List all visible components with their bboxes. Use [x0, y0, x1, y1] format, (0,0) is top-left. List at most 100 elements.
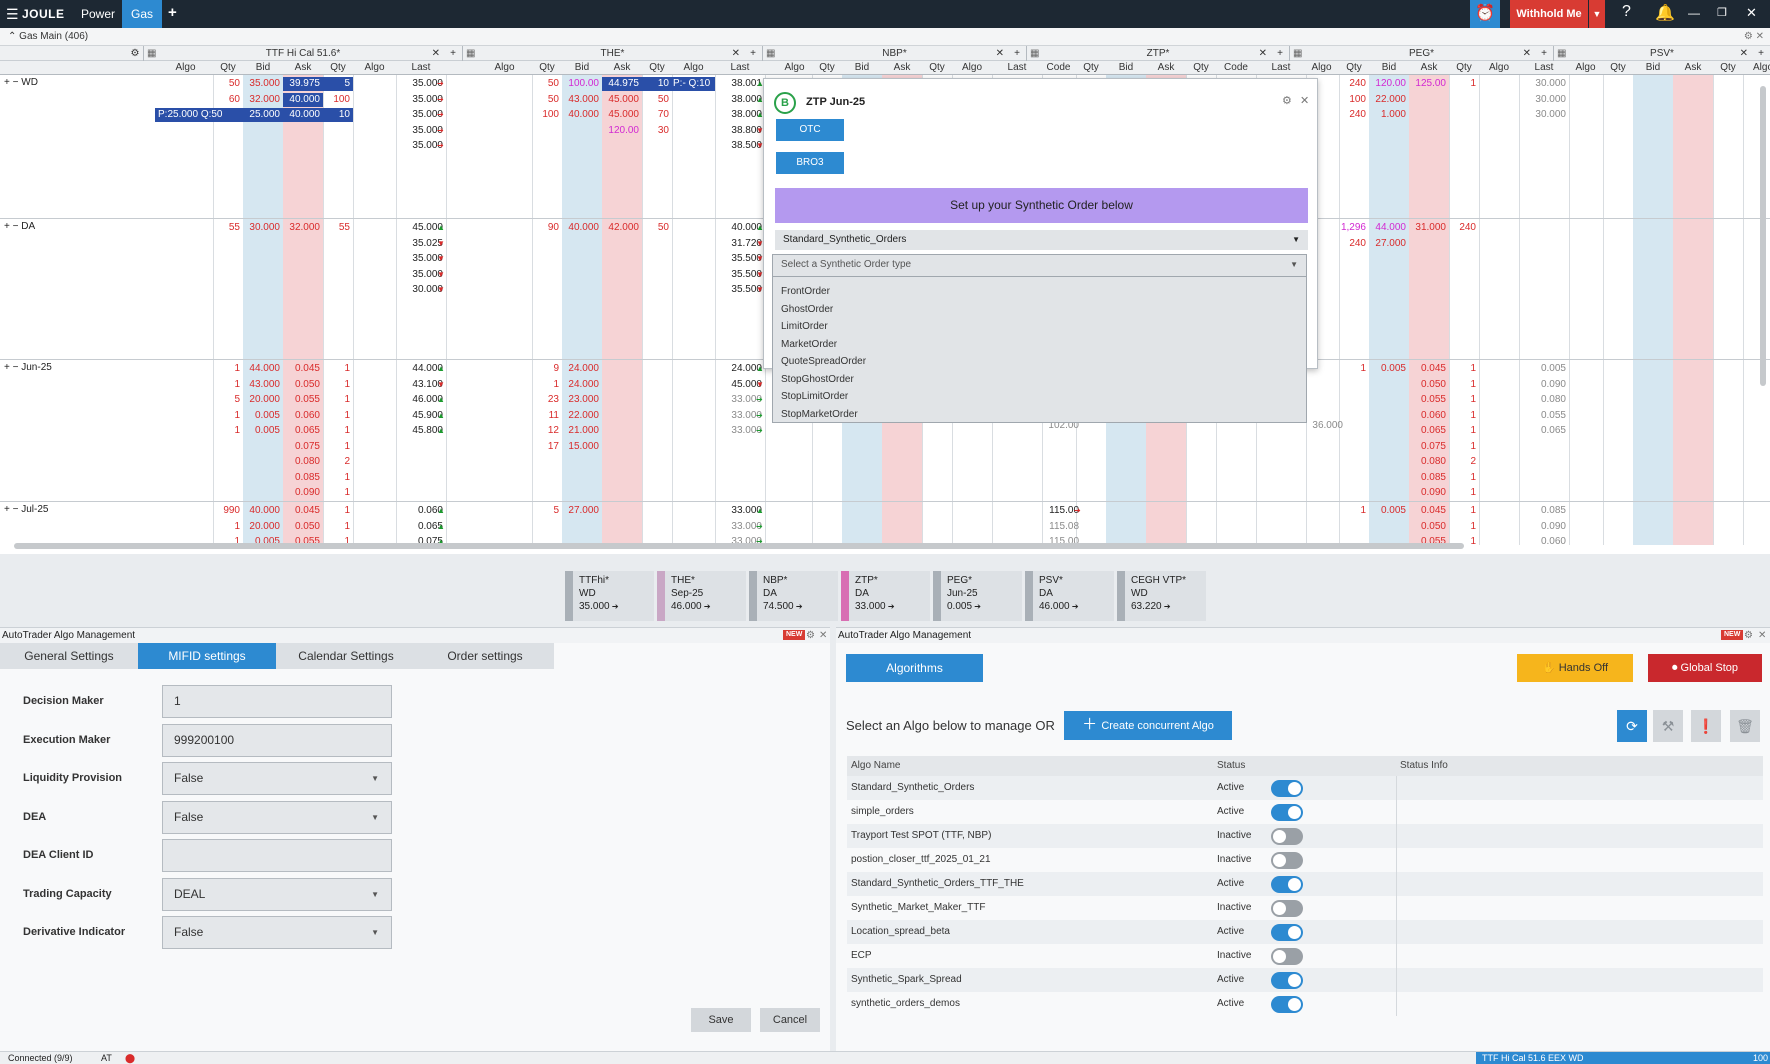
price-cell[interactable]: 1: [1470, 409, 1476, 421]
status-toggle[interactable]: [1271, 924, 1303, 941]
price-cell[interactable]: 23: [547, 394, 559, 405]
price-cell[interactable]: 55: [338, 222, 350, 233]
price-cell[interactable]: 25.000: [243, 108, 283, 122]
ticker-card[interactable]: NBP* DA 74.500 ➔: [749, 571, 838, 621]
close-icon[interactable]: ✕: [995, 48, 1004, 59]
order-type-dropdown[interactable]: Select a Synthetic Order type ▼ FrontOrde…: [772, 254, 1307, 423]
price-cell[interactable]: 5: [553, 505, 559, 516]
horizontal-scrollbar[interactable]: [14, 543, 1464, 549]
price-cell[interactable]: 35.000: [412, 253, 443, 264]
withhold-button[interactable]: Withhold Me: [1510, 0, 1588, 28]
price-cell[interactable]: 115.00: [1049, 505, 1079, 516]
price-cell[interactable]: 50: [228, 78, 240, 89]
price-cell[interactable]: 31.720: [731, 237, 762, 249]
add-icon[interactable]: +: [1541, 48, 1547, 59]
global-stop-button[interactable]: ⏺ Global Stop: [1648, 654, 1762, 682]
price-cell[interactable]: 1: [344, 471, 350, 483]
info-icon[interactable]: ❗: [1691, 710, 1721, 742]
popup-close-icon[interactable]: ✕: [1300, 95, 1310, 107]
add-tab-icon[interactable]: +: [168, 4, 177, 21]
create-algo-button[interactable]: ＋ Create concurrent Algo: [1064, 711, 1232, 740]
price-cell[interactable]: 0.005: [1540, 363, 1566, 374]
price-cell[interactable]: 45.000: [412, 222, 443, 233]
price-cell[interactable]: 36.000: [1312, 420, 1343, 431]
price-cell[interactable]: 33.000: [731, 536, 762, 547]
grid-icon[interactable]: ▦: [1030, 48, 1040, 59]
algo-select[interactable]: Standard_Synthetic_Orders ▼: [775, 230, 1308, 250]
order-type-option[interactable]: LimitOrder: [781, 321, 828, 332]
status-toggle[interactable]: [1271, 948, 1303, 965]
add-icon[interactable]: +: [750, 48, 756, 59]
field-select[interactable]: False ▼: [162, 916, 392, 949]
refresh-icon[interactable]: ⟳: [1617, 710, 1647, 742]
price-cell[interactable]: 45.000: [608, 93, 639, 105]
collapse-icon[interactable]: ⌃: [8, 31, 17, 42]
price-cell[interactable]: 35.000: [412, 78, 443, 89]
price-cell[interactable]: 35.500: [731, 268, 762, 280]
price-cell[interactable]: 55: [228, 222, 240, 233]
price-cell[interactable]: 1: [1470, 505, 1476, 516]
table-row[interactable]: postion_closer_ttf_2025_01_21 Inactive: [847, 848, 1763, 872]
table-row[interactable]: Standard_Synthetic_Orders_TTF_THE Active: [847, 872, 1763, 896]
price-cell[interactable]: 24.000: [568, 363, 599, 374]
price-cell[interactable]: 1: [234, 425, 240, 436]
workspace-settings-icon[interactable]: ⚙ ✕: [1743, 31, 1764, 42]
price-cell[interactable]: 35.000: [412, 109, 443, 120]
grid-icon[interactable]: ▦: [1293, 48, 1303, 59]
price-cell[interactable]: 38.500: [731, 140, 762, 151]
expand-icon[interactable]: + −: [4, 221, 22, 232]
price-cell[interactable]: 33.000: [731, 505, 762, 516]
price-cell[interactable]: 1,296: [1340, 222, 1366, 233]
ticker-card[interactable]: TTFhi* WD 35.000 ➔: [565, 571, 654, 621]
price-cell[interactable]: 5: [234, 394, 240, 405]
price-cell[interactable]: 1: [234, 520, 240, 532]
alarm-icon[interactable]: ⏰: [1470, 0, 1500, 28]
price-cell[interactable]: 1: [1470, 425, 1476, 436]
status-toggle[interactable]: [1271, 804, 1303, 821]
price-cell[interactable]: 22.000: [568, 409, 599, 421]
price-cell[interactable]: 39.975: [283, 77, 323, 91]
price-cell[interactable]: 0.055: [294, 394, 320, 405]
price-cell[interactable]: 30.000: [1535, 93, 1566, 105]
grid-icon[interactable]: ▦: [766, 48, 776, 59]
price-cell[interactable]: 0.065: [1540, 425, 1566, 436]
status-toggle[interactable]: [1271, 972, 1303, 989]
price-cell[interactable]: 35.025: [412, 237, 443, 249]
grid-icon[interactable]: ▦: [466, 48, 476, 59]
price-cell[interactable]: 22.000: [1375, 93, 1406, 105]
order-type-option[interactable]: StopMarketOrder: [781, 408, 858, 420]
price-cell[interactable]: 1: [234, 378, 240, 390]
wrench-icon[interactable]: ⚒: [1653, 710, 1683, 742]
price-cell[interactable]: 44.000: [412, 363, 443, 374]
price-cell[interactable]: 0.050: [294, 520, 320, 532]
order-type-option[interactable]: MarketOrder: [781, 338, 838, 350]
price-cell[interactable]: 0.075: [294, 440, 320, 452]
tab-gas[interactable]: Gas: [122, 0, 163, 28]
status-toggle[interactable]: [1271, 828, 1303, 845]
price-cell[interactable]: 0.090: [1540, 520, 1566, 532]
price-cell[interactable]: 30.000: [412, 284, 443, 295]
price-cell[interactable]: 21.000: [568, 425, 599, 436]
algorithms-button[interactable]: Algorithms: [846, 654, 983, 682]
price-cell[interactable]: 1: [344, 440, 350, 452]
price-cell[interactable]: 1: [344, 378, 350, 390]
order-type-select[interactable]: Select a Synthetic Order type ▼: [773, 255, 1306, 277]
price-cell[interactable]: 40.000: [249, 505, 280, 516]
price-cell[interactable]: 46.000: [412, 394, 443, 405]
price-cell[interactable]: 90: [547, 222, 559, 233]
table-row[interactable]: Synthetic_Market_Maker_TTF Inactive: [847, 896, 1763, 920]
price-cell[interactable]: 32.000: [249, 93, 280, 105]
ticker-card[interactable]: ZTP* DA 33.000 ➔: [841, 571, 930, 621]
price-cell[interactable]: 44.975: [602, 77, 642, 91]
price-cell[interactable]: 0.055: [1420, 536, 1446, 547]
price-cell[interactable]: 43.100: [412, 378, 443, 390]
price-cell[interactable]: 0.045: [1420, 363, 1446, 374]
tab-mifid-settings[interactable]: MIFID settings: [138, 643, 276, 669]
status-toggle[interactable]: [1271, 900, 1303, 917]
broker-button[interactable]: BRO3: [776, 152, 844, 174]
price-cell[interactable]: 38.800: [731, 124, 762, 136]
price-cell[interactable]: 0.005: [254, 409, 280, 421]
price-cell[interactable]: 0.080: [294, 456, 320, 467]
settings-icon[interactable]: ⚙: [130, 48, 140, 59]
price-cell[interactable]: 12: [547, 425, 559, 436]
